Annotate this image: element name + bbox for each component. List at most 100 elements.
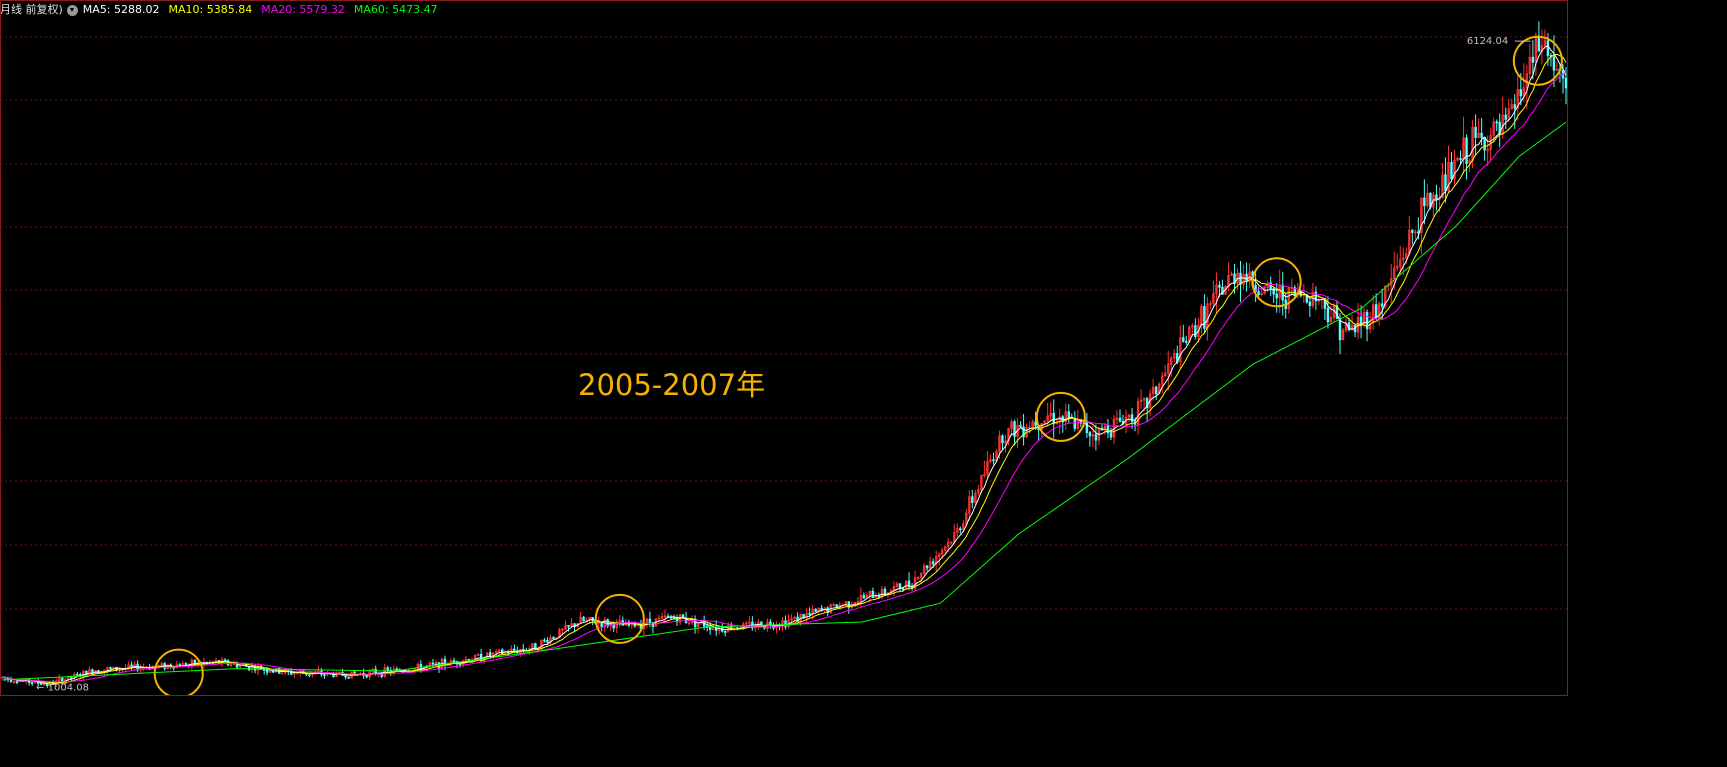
candle-body bbox=[1091, 434, 1095, 437]
candle-body bbox=[428, 662, 432, 666]
candle-body bbox=[600, 622, 603, 627]
ma5-line bbox=[1, 45, 1567, 685]
candle-body bbox=[1170, 357, 1173, 365]
candle-body bbox=[1215, 284, 1218, 294]
candle-body bbox=[820, 607, 823, 611]
candle-body bbox=[1308, 301, 1312, 307]
candle-body bbox=[12, 681, 16, 684]
candle-body bbox=[916, 577, 920, 580]
candle-body bbox=[748, 621, 751, 624]
candle-body bbox=[784, 620, 787, 628]
candle-body bbox=[648, 618, 652, 623]
candle-body bbox=[1341, 329, 1345, 341]
candle-body bbox=[431, 662, 435, 665]
candle-body bbox=[1203, 306, 1206, 329]
highlight-circle bbox=[1512, 35, 1563, 86]
candle-body bbox=[386, 667, 389, 671]
candle-body bbox=[805, 612, 808, 619]
candle-body bbox=[157, 664, 160, 667]
candle-body bbox=[564, 624, 567, 630]
candle-body bbox=[1088, 432, 1092, 437]
candle-body bbox=[862, 595, 866, 599]
candle-body bbox=[919, 573, 923, 579]
stock-chart-window: 6124.04 ← 1004.08 月线 前复权) MA5: 5288.02 MA… bbox=[0, 0, 1568, 696]
ma20-label[interactable]: MA20: 5579.32 bbox=[261, 3, 345, 16]
candle-body bbox=[1233, 273, 1236, 284]
candle-body bbox=[724, 630, 727, 633]
candle-body bbox=[760, 621, 763, 627]
candle-body bbox=[1103, 425, 1107, 431]
ma5-label[interactable]: MA5: 5288.02 bbox=[82, 3, 160, 16]
ma10-label[interactable]: MA10: 5385.84 bbox=[168, 3, 253, 16]
candle-body bbox=[61, 677, 64, 684]
candle-body bbox=[1405, 253, 1408, 259]
candle-body bbox=[543, 639, 546, 642]
candle-body bbox=[347, 676, 350, 679]
candle-body bbox=[615, 621, 618, 629]
candle-body bbox=[1396, 266, 1399, 269]
candle-body bbox=[1272, 288, 1275, 295]
candle-body bbox=[871, 590, 875, 599]
candle-body bbox=[663, 615, 667, 618]
candle-body bbox=[1209, 303, 1212, 305]
candle-body bbox=[452, 660, 456, 662]
candle-body bbox=[971, 496, 974, 503]
ma60-label[interactable]: MA60: 5473.47 bbox=[353, 3, 438, 16]
candle-body bbox=[992, 459, 995, 462]
candle-body bbox=[1453, 159, 1456, 180]
candlestick-chart[interactable]: 6124.04 ← 1004.08 bbox=[0, 0, 1568, 696]
candle-body bbox=[1420, 197, 1423, 234]
candle-body bbox=[91, 669, 94, 675]
candle-body bbox=[1028, 426, 1031, 429]
candle-body bbox=[1242, 273, 1245, 285]
candle-body bbox=[1441, 174, 1444, 198]
candle-body bbox=[1001, 435, 1004, 444]
indicator-legend: 月线 前复权) MA5: 5288.02 MA10: 5385.84 MA20:… bbox=[0, 2, 447, 18]
candle-body bbox=[488, 652, 492, 657]
candle-body bbox=[582, 616, 585, 622]
period-annotation: 2005-2007年 bbox=[578, 368, 766, 402]
candle-body bbox=[925, 565, 929, 569]
candle-body bbox=[112, 666, 115, 669]
candle-body bbox=[832, 604, 835, 607]
candle-body bbox=[1450, 161, 1453, 180]
candle-body bbox=[1179, 337, 1182, 363]
candle-body bbox=[1546, 40, 1550, 56]
chevron-down-circle-icon[interactable] bbox=[66, 4, 78, 16]
candle-body bbox=[1444, 174, 1447, 192]
candle-body bbox=[546, 640, 549, 643]
candle-body bbox=[1109, 432, 1113, 438]
candle-body bbox=[88, 669, 91, 676]
candle-body bbox=[1139, 399, 1143, 403]
candle-body bbox=[1393, 267, 1396, 279]
candle-body bbox=[1115, 417, 1119, 420]
candle-body bbox=[796, 616, 799, 622]
candle-body bbox=[1221, 286, 1224, 295]
candle-body bbox=[30, 682, 34, 684]
candle-body bbox=[1064, 411, 1067, 423]
candle-body bbox=[1275, 293, 1278, 299]
candle-body bbox=[1368, 322, 1372, 330]
candle-body bbox=[1426, 192, 1429, 207]
candle-body bbox=[39, 683, 43, 685]
candle-body bbox=[880, 588, 884, 598]
candle-body bbox=[877, 595, 881, 598]
candle-body bbox=[1182, 337, 1185, 342]
candle-body bbox=[1142, 398, 1146, 401]
candle-body bbox=[1197, 324, 1200, 338]
candle-body bbox=[106, 667, 109, 671]
candle-body bbox=[657, 617, 661, 620]
candle-body bbox=[1052, 412, 1055, 425]
candle-body bbox=[937, 553, 941, 557]
candle-body bbox=[612, 622, 615, 629]
candle-body bbox=[1516, 89, 1520, 109]
candle-body bbox=[965, 512, 968, 525]
candle-body bbox=[1510, 104, 1513, 110]
candle-body bbox=[597, 622, 600, 625]
candle-body bbox=[1254, 284, 1257, 293]
candle-body bbox=[1046, 415, 1049, 422]
candle-body bbox=[859, 595, 863, 602]
candle-body bbox=[1212, 293, 1215, 304]
candle-body bbox=[1456, 158, 1459, 161]
candle-body bbox=[1314, 291, 1318, 302]
